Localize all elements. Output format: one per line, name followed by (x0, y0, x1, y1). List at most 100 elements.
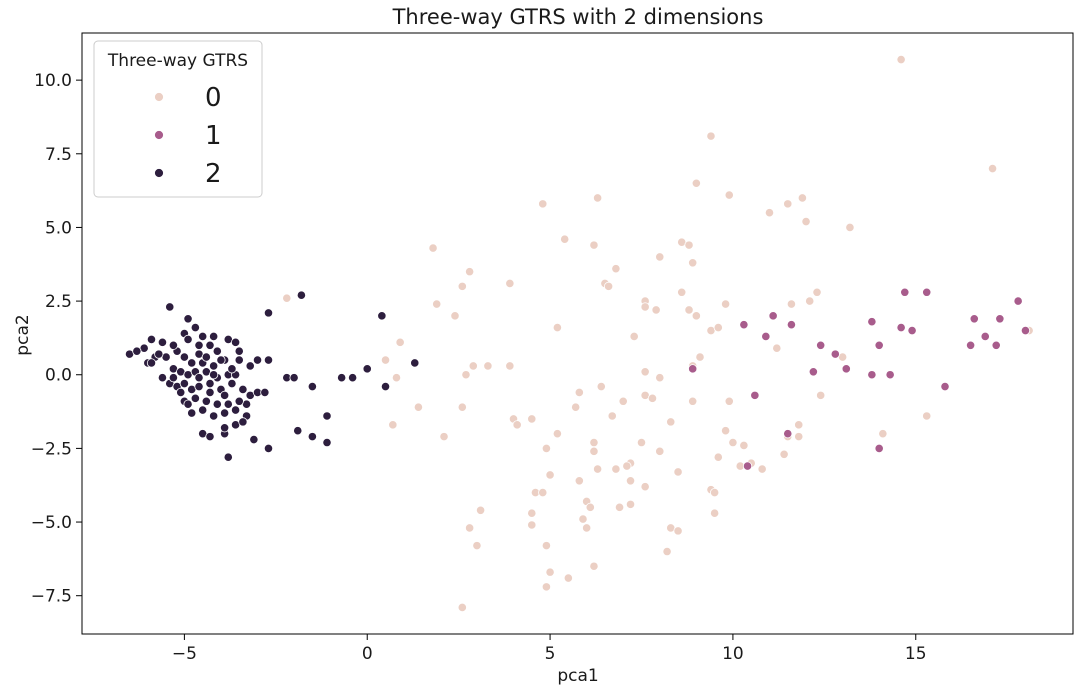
data-point-series-0 (538, 487, 548, 498)
data-point-series-2 (190, 323, 200, 333)
legend-label-2: 2 (205, 159, 222, 189)
y-tick-label: −7.5 (31, 587, 72, 607)
data-point-series-0 (428, 243, 438, 253)
data-point-series-2 (198, 405, 208, 415)
data-point-series-0 (655, 373, 665, 383)
y-tick-label: 2.5 (45, 292, 72, 312)
data-point-series-1 (841, 364, 851, 374)
data-point-series-0 (465, 267, 475, 277)
x-tick-label: 15 (905, 644, 927, 664)
data-point-series-2 (194, 340, 204, 350)
data-point-series-0 (450, 311, 460, 321)
data-point-series-0 (505, 361, 515, 371)
data-point-series-1 (867, 370, 877, 380)
x-tick-label: 5 (545, 644, 556, 664)
data-point-series-0 (721, 299, 731, 309)
data-point-series-2 (201, 396, 211, 406)
data-point-series-2 (263, 308, 274, 318)
data-point-series-0 (582, 523, 592, 533)
y-tick-label: −5.0 (31, 513, 72, 533)
data-point-series-1 (808, 367, 818, 377)
data-point-series-0 (380, 355, 391, 365)
data-point-series-1 (786, 320, 797, 330)
data-point-series-0 (713, 452, 723, 462)
axis-ticks: −5 0 5 10 15−7.5−5.0−2.50.02.55.07.510.0 (31, 71, 927, 664)
data-point-series-2 (348, 373, 358, 383)
data-point-series-0 (589, 446, 599, 456)
data-point-series-0 (805, 296, 815, 306)
data-point-series-0 (545, 470, 555, 480)
data-point-series-0 (395, 337, 405, 347)
data-point-series-0 (651, 305, 661, 315)
data-point-series-2 (238, 417, 248, 427)
data-points (124, 54, 1034, 613)
data-point-series-2 (307, 381, 317, 392)
data-point-series-0 (505, 278, 515, 289)
data-point-series-2 (201, 352, 211, 362)
data-point-series-0 (662, 546, 672, 557)
data-point-series-0 (786, 299, 797, 309)
data-point-series-0 (388, 420, 398, 430)
data-point-series-2 (205, 432, 215, 442)
data-point-series-0 (721, 426, 731, 436)
data-point-series-2 (220, 408, 230, 418)
data-point-series-2 (194, 373, 204, 383)
data-point-series-2 (205, 387, 215, 398)
data-point-series-0 (589, 240, 599, 250)
data-point-series-1 (922, 287, 932, 297)
data-point-series-2 (227, 364, 237, 374)
data-point-series-0 (655, 252, 665, 262)
data-point-series-0 (432, 299, 442, 309)
data-point-series-0 (527, 520, 537, 530)
data-point-series-0 (666, 417, 676, 427)
legend-box (93, 40, 263, 198)
data-point-series-0 (465, 523, 475, 533)
data-point-series-2 (322, 437, 332, 448)
data-point-series-0 (560, 234, 570, 244)
data-point-series-1 (688, 364, 698, 374)
data-point-series-2 (307, 432, 317, 442)
data-point-series-2 (220, 423, 230, 433)
data-point-series-2 (205, 340, 215, 350)
data-point-series-2 (209, 361, 219, 371)
data-point-series-2 (176, 387, 186, 398)
data-point-series-0 (472, 541, 482, 551)
data-point-series-1 (783, 429, 793, 439)
data-point-series-0 (545, 567, 555, 577)
data-point-series-0 (483, 361, 493, 371)
data-point-series-0 (647, 393, 658, 403)
data-point-series-0 (611, 264, 621, 274)
data-point-series-0 (527, 508, 537, 518)
legend-label-1: 1 (205, 121, 222, 151)
y-tick-label: 7.5 (45, 145, 72, 165)
data-point-series-0 (585, 502, 595, 512)
data-point-series-2 (252, 355, 263, 365)
data-point-series-2 (410, 358, 420, 368)
data-point-series-1 (980, 331, 990, 342)
data-point-series-0 (538, 199, 548, 209)
data-point-series-0 (391, 373, 402, 383)
data-point-series-0 (607, 411, 617, 421)
data-point-series-0 (695, 352, 705, 362)
data-point-series-2 (220, 390, 230, 400)
data-point-series-2 (230, 337, 241, 347)
data-point-series-1 (867, 317, 877, 327)
data-point-series-0 (552, 323, 562, 333)
data-point-series-1 (874, 340, 884, 350)
data-point-series-2 (146, 334, 157, 344)
data-point-series-1 (896, 323, 906, 333)
data-point-series-2 (183, 334, 193, 344)
data-point-series-2 (234, 355, 244, 365)
data-point-series-0 (764, 208, 775, 218)
data-point-series-2 (223, 399, 233, 409)
data-point-series-0 (922, 411, 932, 421)
data-point-series-1 (940, 381, 950, 392)
data-point-series-2 (198, 331, 208, 342)
data-point-series-0 (589, 561, 599, 571)
data-point-series-0 (757, 464, 767, 474)
data-point-series-2 (187, 358, 197, 368)
x-tick-label: 0 (362, 644, 373, 664)
y-tick-label: 0.0 (45, 366, 72, 386)
data-point-series-2 (209, 411, 219, 421)
